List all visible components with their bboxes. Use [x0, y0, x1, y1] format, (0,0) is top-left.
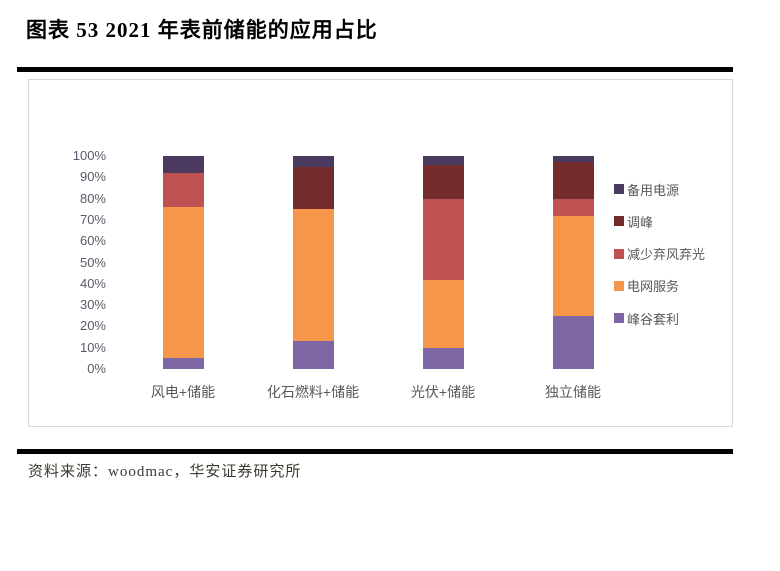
- bar-segment-backup-power: [552, 156, 594, 163]
- x-axis-label: 风电+储能: [150, 384, 216, 400]
- y-tick-label: 80%: [79, 190, 106, 206]
- x-axis-label: 光伏+储能: [410, 384, 476, 400]
- bar-segment-grid-services: [422, 279, 464, 348]
- legend-swatch-peak-valley-arbitrage: [614, 313, 624, 323]
- legend-label: 减少弃风弃光: [627, 247, 706, 262]
- bar-segment-curtailment-reduction: [422, 198, 464, 280]
- legend-label: 峰谷套利: [627, 311, 680, 327]
- chart-title: 图表 53 2021 年表前储能的应用占比: [26, 18, 378, 42]
- bar-segment-peak-shaving: [292, 166, 334, 210]
- x-axis-label: 化石燃料+储能: [266, 384, 360, 400]
- legend-item: 电网服务: [614, 279, 680, 295]
- bar-segment-curtailment-reduction: [552, 198, 594, 216]
- bar-segment-peak-shaving: [552, 162, 594, 199]
- bar-segment-curtailment-reduction: [162, 173, 204, 208]
- y-tick-label: 100%: [72, 148, 106, 163]
- bar-segment-backup-power: [292, 156, 334, 167]
- legend-swatch-peak-shaving: [614, 216, 624, 227]
- bar-group-3: [422, 156, 464, 369]
- bar-segment-peak-valley-arbitrage: [422, 347, 464, 369]
- bar-segment-grid-services: [162, 207, 204, 359]
- bar-segment-peak-valley-arbitrage: [552, 315, 594, 369]
- legend-label: 电网服务: [627, 279, 680, 295]
- legend-swatch-backup-power: [614, 184, 624, 194]
- bar-segment-peak-valley-arbitrage: [162, 358, 204, 369]
- bar-segment-peak-shaving: [422, 164, 464, 199]
- bottom-divider: [17, 449, 733, 454]
- source-note: 资料来源：woodmac，华安证券研究所: [28, 464, 302, 480]
- y-tick-label: 30%: [79, 297, 106, 313]
- y-tick-label: 40%: [79, 275, 106, 291]
- bar-segment-backup-power: [422, 156, 464, 165]
- legend-item: 调峰: [614, 214, 654, 230]
- bar-segment-peak-valley-arbitrage: [292, 341, 334, 369]
- bar-segment-backup-power: [162, 156, 204, 174]
- chart-panel: 100% 90% 80% 70% 60% 50% 40% 30% 20% 10% 0% 风电+储能 化…: [28, 79, 733, 427]
- y-tick-label: 60%: [79, 233, 106, 249]
- legend-label: 备用电源: [627, 182, 680, 198]
- legend-item: 备用电源: [614, 182, 680, 198]
- x-axis-label: 独立储能: [545, 384, 601, 400]
- y-tick-label: 10%: [79, 339, 106, 355]
- y-tick-label: 0%: [87, 361, 106, 376]
- legend-item: 减少弃风弃光: [614, 247, 706, 262]
- y-tick-label: 70%: [79, 211, 106, 227]
- bar-group-4: [552, 156, 594, 369]
- top-divider: [17, 67, 733, 72]
- y-tick-label: 50%: [79, 254, 106, 270]
- bar-segment-grid-services: [292, 209, 334, 342]
- bar-group-1: [162, 156, 204, 369]
- y-tick-label: 90%: [79, 169, 106, 185]
- legend-swatch-curtailment-reduction: [614, 248, 624, 259]
- bar-group-2: [292, 156, 334, 369]
- y-tick-label: 20%: [79, 318, 106, 334]
- legend-swatch-grid-services: [614, 280, 624, 291]
- legend-item: 峰谷套利: [614, 311, 680, 327]
- bar-segment-grid-services: [552, 215, 594, 316]
- legend-label: 调峰: [627, 214, 654, 230]
